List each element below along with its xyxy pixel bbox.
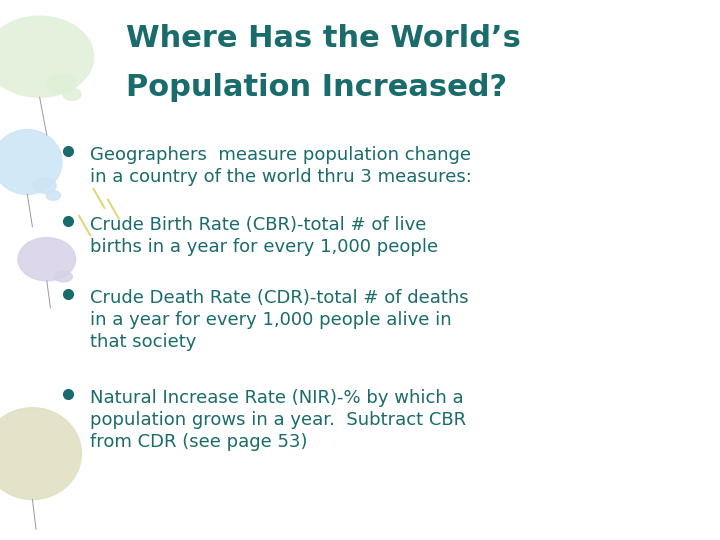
Ellipse shape: [33, 178, 56, 193]
Ellipse shape: [46, 191, 60, 200]
Ellipse shape: [0, 130, 62, 194]
Ellipse shape: [63, 89, 81, 100]
Ellipse shape: [18, 238, 76, 281]
Text: Natural Increase Rate (NIR)-% by which a
population grows in a year.  Subtract C: Natural Increase Rate (NIR)-% by which a…: [90, 389, 466, 451]
Ellipse shape: [47, 74, 76, 93]
Text: Geographers  measure population change
in a country of the world thru 3 measures: Geographers measure population change in…: [90, 146, 472, 186]
Ellipse shape: [0, 16, 94, 97]
Ellipse shape: [55, 271, 73, 282]
Text: Crude Birth Rate (CBR)-total # of live
births in a year for every 1,000 people: Crude Birth Rate (CBR)-total # of live b…: [90, 216, 438, 256]
Ellipse shape: [0, 408, 81, 500]
Text: Where Has the World’s: Where Has the World’s: [126, 24, 521, 53]
Text: Population Increased?: Population Increased?: [126, 73, 507, 102]
Text: Crude Death Rate (CDR)-total # of deaths
in a year for every 1,000 people alive : Crude Death Rate (CDR)-total # of deaths…: [90, 289, 469, 352]
